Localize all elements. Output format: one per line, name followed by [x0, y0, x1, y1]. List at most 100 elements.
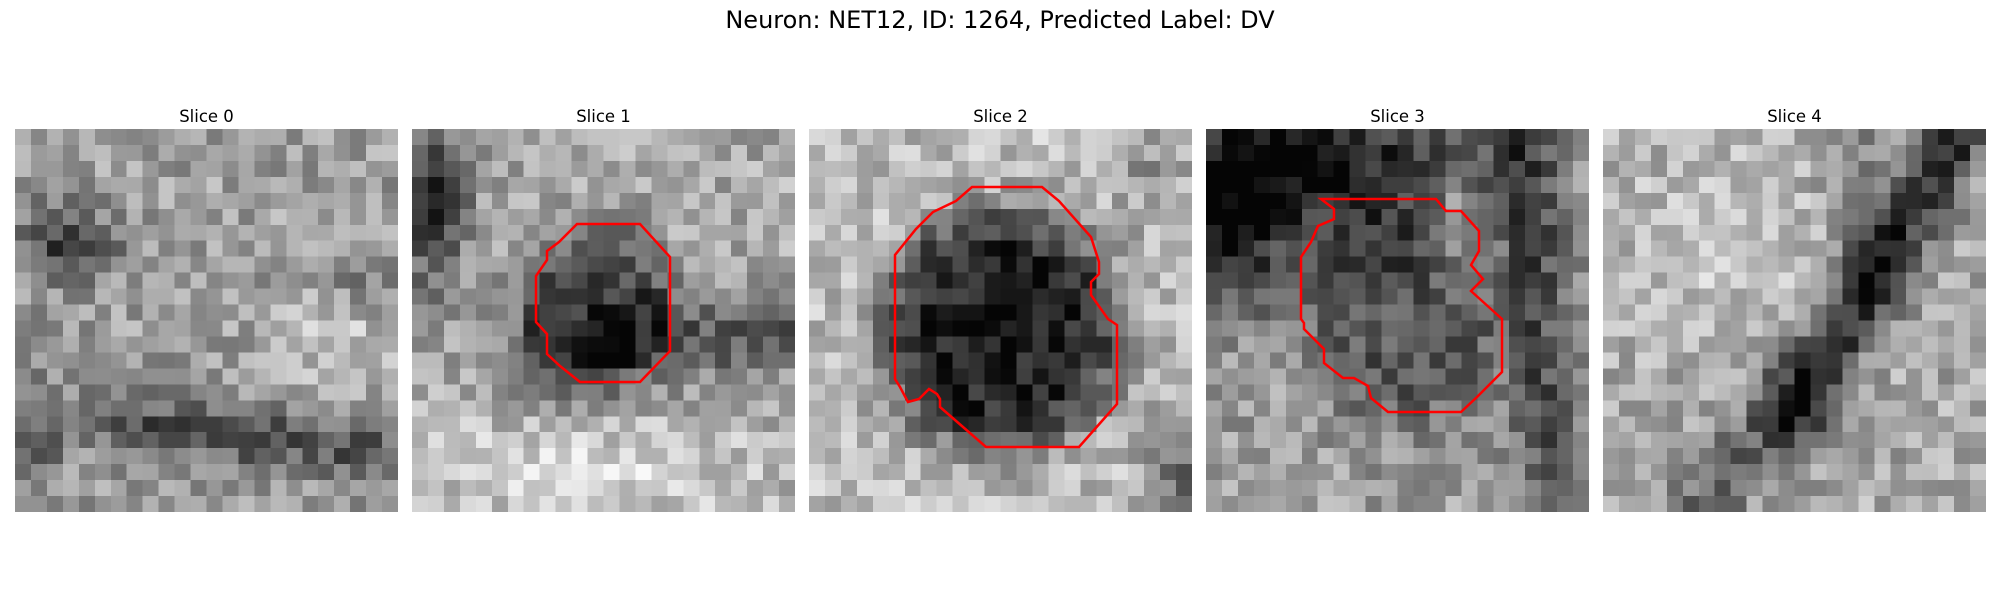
pixel: [555, 416, 572, 433]
pixel: [270, 400, 287, 417]
pixel: [1509, 400, 1526, 417]
pixel: [699, 320, 716, 337]
pixel: [1477, 368, 1494, 385]
pixel: [459, 320, 477, 337]
pixel: [94, 304, 112, 321]
pixel: [15, 336, 32, 353]
pixel: [523, 192, 540, 210]
pixel: [1714, 160, 1731, 178]
pixel: [1176, 352, 1192, 369]
pixel: [174, 384, 191, 401]
pixel: [1237, 240, 1255, 257]
pixel: [1285, 448, 1303, 465]
pixel: [920, 352, 937, 369]
pixel: [1112, 256, 1129, 273]
pixel: [1032, 400, 1049, 417]
pixel: [1206, 432, 1223, 449]
pixel: [302, 480, 319, 497]
pixel: [539, 400, 556, 417]
pixel: [1509, 240, 1526, 257]
pixel: [1842, 240, 1859, 257]
pixel: [1890, 288, 1907, 305]
pixel: [1906, 496, 1923, 512]
pixel: [1730, 144, 1747, 162]
pixel: [110, 464, 128, 481]
pixel: [1333, 464, 1350, 481]
pixel: [126, 256, 143, 273]
pixel: [1557, 144, 1574, 162]
pixel: [1221, 352, 1239, 369]
pixel: [78, 352, 96, 369]
pixel: [1922, 400, 1939, 417]
pixel: [779, 432, 795, 449]
pixel: [1349, 336, 1366, 353]
pixel: [1682, 304, 1700, 321]
pixel: [459, 368, 477, 385]
pixel: [1301, 288, 1319, 305]
pixel: [1509, 176, 1526, 194]
pixel: [238, 352, 255, 369]
pixel: [254, 448, 271, 465]
pixel: [683, 144, 700, 162]
pixel: [1016, 464, 1033, 481]
pixel: [809, 496, 826, 512]
pixel: [475, 432, 493, 449]
pixel: [443, 464, 461, 481]
pixel: [936, 176, 953, 194]
pixel: [872, 160, 890, 178]
pixel: [382, 224, 398, 242]
pixel: [206, 160, 223, 178]
pixel: [459, 480, 477, 497]
pixel: [1128, 416, 1145, 433]
pixel: [635, 448, 652, 465]
pixel: [1541, 176, 1558, 194]
pixel: [350, 400, 367, 417]
pixel: [382, 192, 398, 210]
pixel: [1413, 336, 1430, 353]
pixel: [683, 208, 700, 226]
pixel: [1714, 336, 1731, 353]
pixel: [238, 224, 255, 242]
pixel: [1237, 192, 1255, 210]
pixel: [334, 144, 351, 162]
pixel: [840, 400, 858, 417]
pixel: [840, 496, 858, 512]
pixel: [190, 160, 207, 178]
pixel: [1477, 496, 1494, 512]
pixel: [1333, 192, 1350, 210]
pixel: [206, 256, 223, 273]
pixel: [1509, 336, 1526, 353]
pixel: [1698, 224, 1716, 242]
pixel: [459, 384, 477, 401]
pixel: [1557, 272, 1574, 289]
pixel: [1714, 464, 1731, 481]
pixel: [62, 176, 80, 194]
pixel: [1365, 160, 1382, 178]
pixel: [1349, 352, 1366, 369]
pixel: [1826, 240, 1843, 257]
pixel: [1112, 304, 1129, 321]
pixel: [840, 320, 858, 337]
pixel: [412, 224, 429, 242]
pixel: [1365, 240, 1382, 257]
pixel: [1301, 448, 1319, 465]
pixel: [1048, 416, 1065, 433]
pixel: [94, 176, 112, 194]
pixel: [1096, 320, 1113, 337]
pixel: [158, 448, 175, 465]
pixel: [603, 336, 620, 353]
pixel: [952, 464, 969, 481]
pixel: [683, 320, 700, 337]
pixel: [1144, 288, 1161, 305]
pixel: [1922, 352, 1939, 369]
pixel: [824, 304, 842, 321]
pixel: [731, 416, 748, 433]
pixel: [1618, 176, 1636, 194]
pixel: [254, 480, 271, 497]
pixel: [1810, 448, 1827, 465]
pixel: [158, 160, 175, 178]
pixel: [619, 288, 636, 305]
pixel: [1016, 368, 1033, 385]
pixel: [779, 192, 795, 210]
pixel: [1618, 464, 1636, 481]
